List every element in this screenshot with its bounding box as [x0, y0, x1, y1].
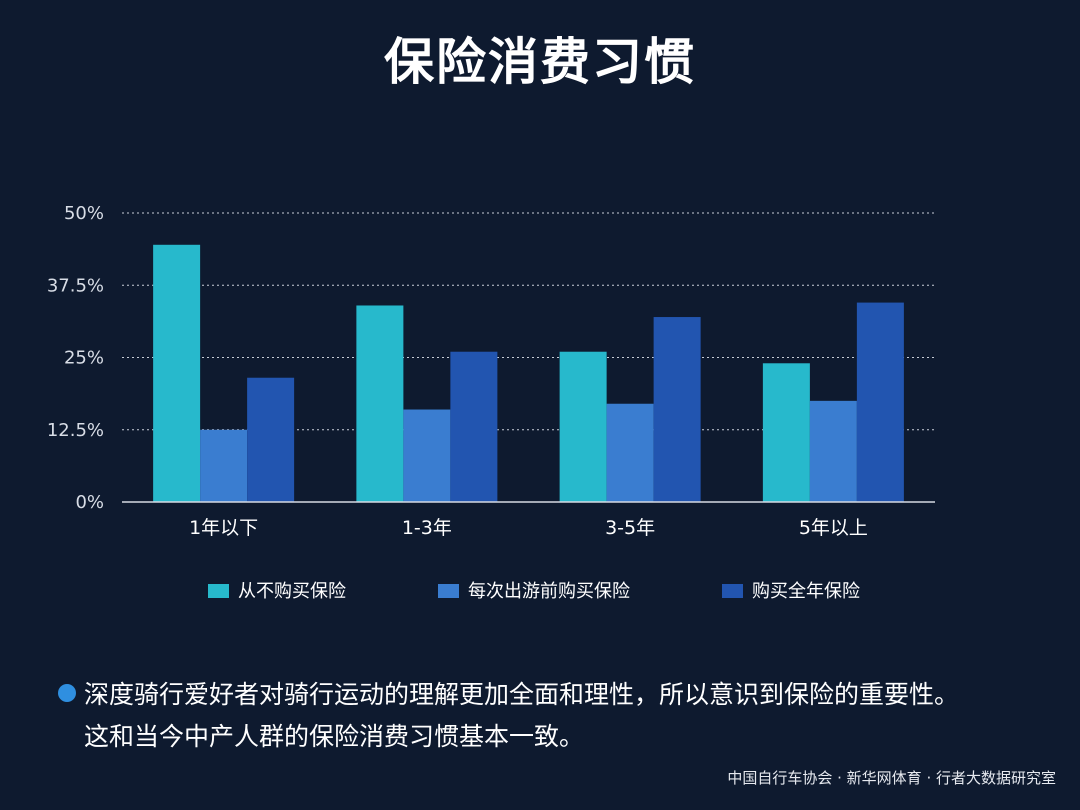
bullet-icon — [58, 684, 76, 702]
legend-label: 从不购买保险 — [238, 581, 346, 602]
note-line-1: 深度骑行爱好者对骑行运动的理解更加全面和理性，所以意识到保险的重要性。 — [84, 680, 960, 709]
x-category-label: 3-5年 — [605, 517, 655, 539]
insight-note: 深度骑行爱好者对骑行运动的理解更加全面和理性，所以意识到保险的重要性。 这和当今… — [58, 674, 1058, 758]
page-title: 保险消费习惯 — [384, 33, 696, 91]
bar-1-1 — [153, 244, 201, 503]
legend-label: 购买全年保险 — [752, 581, 860, 602]
bar-3-2 — [450, 351, 498, 502]
bar-3-4 — [856, 302, 904, 502]
source-credit: 中国自行车协会 · 新华网体育 · 行者大数据研究室 — [727, 769, 1056, 787]
legend-swatch — [722, 584, 743, 598]
y-tick-label: 37.5% — [47, 275, 104, 296]
y-tick-label: 0% — [75, 492, 104, 513]
x-category-label: 1年以下 — [189, 517, 258, 539]
bar-chart: 0% 12.5% 25% 37.5% 50% 1年以下 1-3年 3-5年 5年以上 从不购买保… — [47, 203, 935, 602]
legend-label: 每次出游前购买保险 — [468, 581, 630, 602]
bar-2-4 — [809, 400, 857, 502]
bar-2-2 — [403, 409, 451, 502]
bar-1-2 — [356, 305, 404, 502]
bar-2-1 — [200, 429, 248, 502]
bar-2-3 — [606, 403, 654, 502]
bar-3-1 — [247, 377, 295, 502]
x-category-label: 1-3年 — [402, 517, 452, 539]
bar-3-3 — [653, 317, 701, 502]
y-tick-label: 25% — [64, 348, 104, 369]
legend-swatch — [208, 584, 229, 598]
bar-1-3 — [559, 351, 607, 502]
note-line-2: 这和当今中产人群的保险消费习惯基本一致。 — [84, 722, 585, 751]
x-category-label: 5年以上 — [799, 517, 868, 539]
y-tick-label: 12.5% — [47, 420, 104, 441]
legend-swatch — [438, 584, 459, 598]
bar-1-4 — [762, 363, 810, 502]
y-tick-label: 50% — [64, 203, 104, 224]
